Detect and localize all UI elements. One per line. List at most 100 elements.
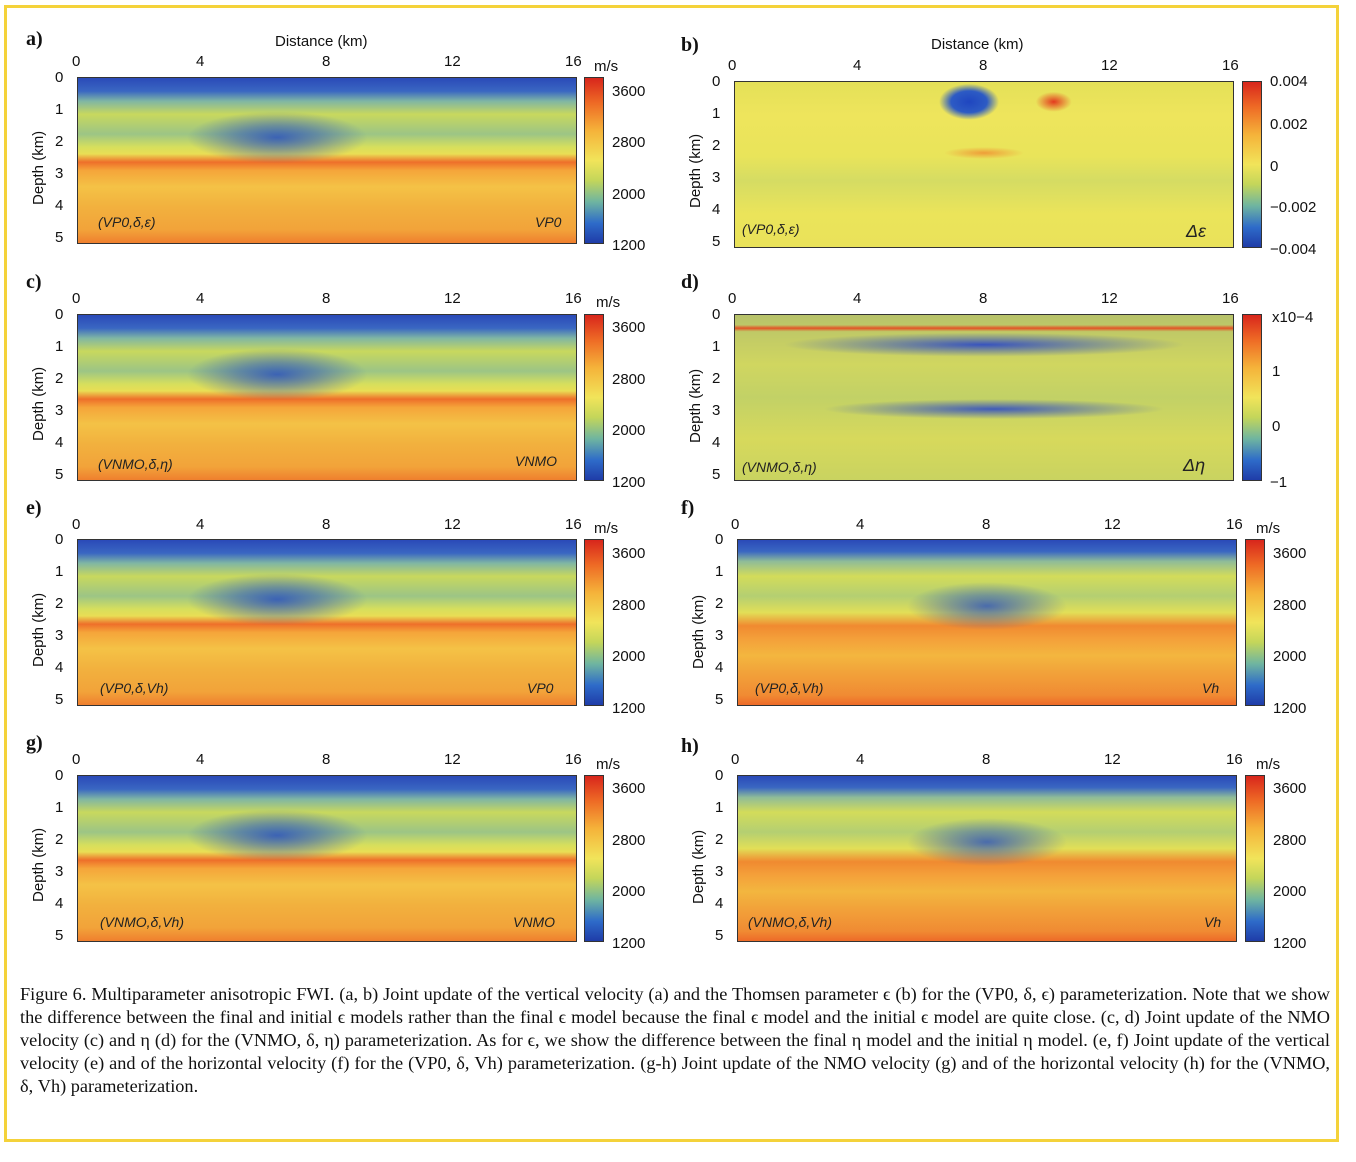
y-tick: 2	[55, 595, 64, 612]
x-tick: 12	[1101, 290, 1118, 307]
colorbar-tick: 2000	[612, 648, 646, 665]
x-tick: 8	[322, 53, 331, 70]
colorbar-tick: 0	[1270, 158, 1279, 175]
quantity-label: VP0	[535, 214, 562, 230]
y-tick: 4	[55, 895, 64, 912]
x-tick: 12	[1101, 57, 1118, 74]
figure-caption: Figure 6. Multiparameter anisotropic FWI…	[20, 983, 1330, 1098]
colorbar	[1242, 314, 1262, 481]
colorbar-tick: 0.002	[1270, 116, 1308, 133]
y-tick: 5	[55, 466, 64, 483]
colorbar	[584, 314, 604, 481]
x-tick: 8	[322, 290, 331, 307]
colorbar-tick: 2000	[612, 422, 646, 439]
y-tick: 3	[55, 165, 64, 182]
panel-label: d)	[681, 271, 699, 293]
panel-label: h)	[681, 735, 699, 757]
colorbar-tick: −1	[1270, 474, 1288, 491]
colorbar-tick: 3600	[1273, 780, 1307, 797]
panel-label: a)	[26, 28, 43, 50]
panel-label: c)	[26, 271, 42, 293]
y-tick: 0	[715, 531, 724, 548]
colorbar-tick: 2000	[1273, 883, 1307, 900]
colorbar-tick: 2000	[1273, 648, 1307, 665]
x-tick: 0	[72, 751, 81, 768]
x-tick: 0	[731, 751, 740, 768]
velocity-model-image	[77, 314, 577, 481]
y-tick: 3	[55, 627, 64, 644]
y-tick: 4	[715, 659, 724, 676]
y-tick: 4	[55, 659, 64, 676]
y-axis-title: Depth (km)	[687, 368, 704, 443]
colorbar-unit: m/s	[596, 756, 621, 773]
colorbar-tick: 2000	[612, 186, 646, 203]
y-tick: 5	[55, 229, 64, 246]
y-tick: 2	[712, 370, 721, 387]
colorbar-unit: m/s	[1256, 756, 1281, 773]
quantity-label: Δε	[1186, 221, 1206, 241]
y-tick: 1	[715, 799, 724, 816]
colorbar	[1245, 775, 1265, 942]
colorbar-tick: 3600	[612, 545, 646, 562]
colorbar-tick: 1200	[1273, 700, 1307, 717]
colorbar-tick: 3600	[1273, 545, 1307, 562]
x-tick: 4	[196, 290, 205, 307]
parameterization-label: (VNMO,δ,η)	[98, 456, 173, 472]
y-tick: 0	[55, 69, 64, 86]
y-tick: 2	[715, 831, 724, 848]
velocity-model-image	[77, 77, 577, 244]
y-axis-title: Depth (km)	[690, 829, 707, 904]
x-tick: 0	[72, 516, 81, 533]
x-axis-title: Distance (km)	[275, 33, 368, 50]
velocity-model-image	[77, 775, 577, 942]
x-tick: 16	[565, 53, 582, 70]
colorbar-tick: −0.004	[1270, 241, 1317, 258]
y-axis-title: Depth (km)	[30, 366, 47, 441]
y-tick: 4	[712, 434, 721, 451]
y-tick: 2	[712, 137, 721, 154]
y-tick: 3	[715, 627, 724, 644]
panel-label: f)	[681, 497, 695, 519]
y-tick: 3	[55, 402, 64, 419]
x-tick: 8	[982, 516, 991, 533]
x-tick: 8	[979, 57, 988, 74]
y-tick: 5	[715, 927, 724, 944]
parameterization-label: (VNMO,δ,Vh)	[100, 914, 185, 930]
colorbar-unit: m/s	[1256, 520, 1281, 537]
colorbar-tick: 2800	[612, 832, 646, 849]
x-tick: 16	[565, 290, 582, 307]
y-tick: 0	[55, 767, 64, 784]
quantity-label: Δη	[1183, 455, 1206, 475]
x-tick: 8	[982, 751, 991, 768]
panel-label: e)	[26, 497, 42, 519]
x-tick: 16	[565, 516, 582, 533]
y-tick: 0	[55, 306, 64, 323]
colorbar-tick: 3600	[612, 83, 646, 100]
x-tick: 4	[853, 57, 862, 74]
y-tick: 3	[712, 402, 721, 419]
parameterization-label: (VNMO,δ,η)	[742, 459, 817, 475]
panel-label: b)	[681, 34, 699, 56]
x-tick: 0	[728, 290, 737, 307]
y-tick: 2	[55, 133, 64, 150]
colorbar-unit: x10−4	[1272, 309, 1314, 326]
x-tick: 4	[853, 290, 862, 307]
x-tick: 16	[1222, 290, 1239, 307]
colorbar-tick: 1200	[612, 237, 646, 254]
x-tick: 16	[1226, 751, 1243, 768]
x-tick: 16	[1222, 57, 1239, 74]
colorbar-tick: 1	[1272, 363, 1281, 380]
panel-label: g)	[26, 732, 43, 754]
colorbar-tick: 2800	[612, 597, 646, 614]
y-tick: 1	[55, 338, 64, 355]
colorbar-unit: m/s	[594, 58, 619, 75]
x-tick: 12	[444, 290, 461, 307]
y-tick: 4	[712, 201, 721, 218]
colorbar-tick: 2800	[1273, 832, 1307, 849]
x-tick: 12	[444, 751, 461, 768]
y-tick: 5	[712, 233, 721, 250]
x-tick: 12	[444, 516, 461, 533]
velocity-model-image	[77, 539, 577, 706]
quantity-label: VNMO	[513, 914, 555, 930]
colorbar-tick: 1200	[612, 474, 646, 491]
